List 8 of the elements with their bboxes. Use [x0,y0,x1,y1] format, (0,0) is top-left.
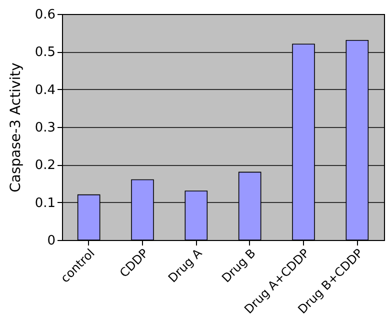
y-tick-label: 0.3 [34,120,56,136]
y-tick-label: 0.6 [34,8,56,22]
y-axis-title: Caspase-3 Activity [8,62,24,192]
y-tick-label: 0.4 [34,82,56,98]
y-tick-label: 0.1 [34,196,56,211]
y-tick-label: 0.5 [34,45,56,60]
y-tick-label: 0 [47,234,56,248]
y-tick-label: 0.2 [34,158,56,174]
